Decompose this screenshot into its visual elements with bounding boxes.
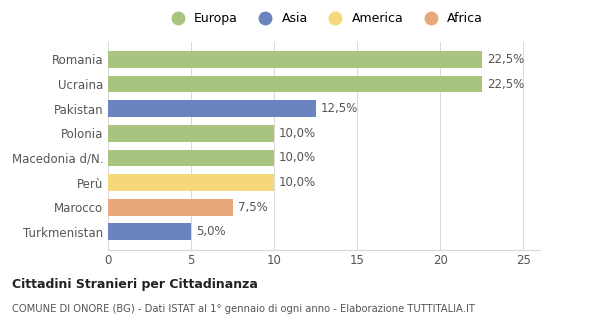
Bar — [108, 199, 233, 216]
Bar — [108, 149, 274, 166]
Text: 7,5%: 7,5% — [238, 201, 268, 214]
Text: 5,0%: 5,0% — [196, 225, 226, 238]
Text: 22,5%: 22,5% — [487, 53, 524, 66]
Bar — [108, 76, 482, 92]
Text: 12,5%: 12,5% — [320, 102, 358, 115]
Text: Cittadini Stranieri per Cittadinanza: Cittadini Stranieri per Cittadinanza — [12, 278, 258, 292]
Bar — [108, 223, 191, 240]
Bar — [108, 174, 274, 191]
Text: COMUNE DI ONORE (BG) - Dati ISTAT al 1° gennaio di ogni anno - Elaborazione TUTT: COMUNE DI ONORE (BG) - Dati ISTAT al 1° … — [12, 304, 475, 314]
Text: 10,0%: 10,0% — [279, 127, 316, 140]
Text: 10,0%: 10,0% — [279, 176, 316, 189]
Legend: Europa, Asia, America, Africa: Europa, Asia, America, Africa — [165, 12, 483, 25]
Text: 10,0%: 10,0% — [279, 151, 316, 164]
Text: 22,5%: 22,5% — [487, 77, 524, 91]
Bar — [108, 51, 482, 68]
Bar — [108, 100, 316, 117]
Bar — [108, 125, 274, 142]
